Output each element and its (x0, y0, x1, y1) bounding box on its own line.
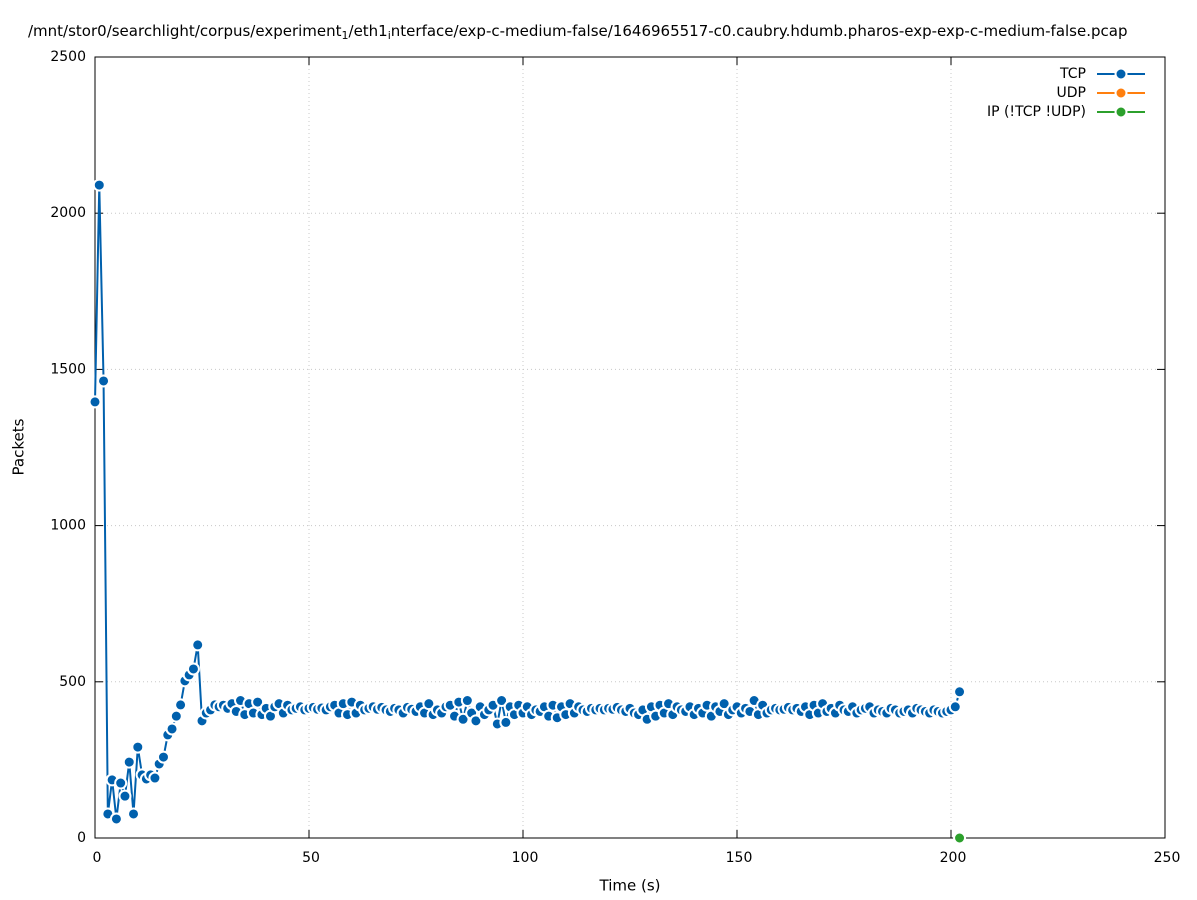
data-point (251, 695, 265, 709)
data-point (422, 697, 436, 711)
x-tick-label: 100 (512, 850, 539, 866)
data-point (97, 374, 111, 388)
legend-marker (1114, 105, 1128, 119)
y-tick-label: 2000 (50, 205, 86, 221)
data-point (948, 700, 962, 714)
x-tick-label: 150 (726, 850, 753, 866)
data-point (953, 831, 967, 845)
legend-marker (1114, 86, 1128, 100)
series-line (94, 185, 961, 820)
data-point (499, 715, 513, 729)
title-part: /eth1 (349, 22, 388, 40)
data-point (114, 776, 128, 790)
data-point (156, 750, 170, 764)
plot-frame (94, 56, 1166, 839)
y-tick-label: 0 (77, 830, 86, 846)
data-point (460, 694, 474, 708)
data-point (717, 697, 731, 711)
title-part: nterface/exp-c-medium-false/1646965517-c… (391, 22, 1128, 40)
data-point (191, 638, 205, 652)
data-point (131, 740, 145, 754)
title-subscript: 1 (342, 29, 349, 42)
x-tick-label: 250 (1154, 850, 1181, 866)
x-tick-label: 200 (940, 850, 967, 866)
y-tick-label: 2500 (50, 49, 86, 65)
y-axis-label: Packets (10, 418, 28, 475)
data-point (456, 712, 470, 726)
y-tick-label: 500 (59, 674, 86, 690)
x-axis-label: Time (s) (599, 877, 661, 895)
title-part: /mnt/stor0/searchlight/corpus/experiment (28, 22, 342, 40)
data-point (174, 698, 188, 712)
data-point (169, 709, 183, 723)
data-point (88, 395, 102, 409)
data-point (495, 694, 509, 708)
data-point (469, 714, 483, 728)
data-point (186, 662, 200, 676)
legend-label: UDP (1057, 85, 1086, 101)
data-point (165, 722, 179, 736)
legend-label: IP (!TCP !UDP) (987, 104, 1086, 120)
x-tick-label: 0 (93, 850, 102, 866)
legend-marker (1114, 67, 1128, 81)
data-point (953, 685, 967, 699)
data-point (122, 755, 136, 769)
data-point (92, 178, 106, 192)
y-tick-label: 1500 (50, 361, 86, 377)
data-point (118, 789, 132, 803)
x-tick-label: 50 (302, 850, 320, 866)
data-point (127, 807, 141, 821)
y-tick-label: 1000 (50, 518, 86, 534)
data-point (109, 812, 123, 826)
legend-label: TCP (1059, 66, 1086, 82)
data-point (148, 771, 162, 785)
title-subscript: i (388, 29, 391, 42)
chart-title: /mnt/stor0/searchlight/corpus/experiment… (28, 22, 1127, 43)
